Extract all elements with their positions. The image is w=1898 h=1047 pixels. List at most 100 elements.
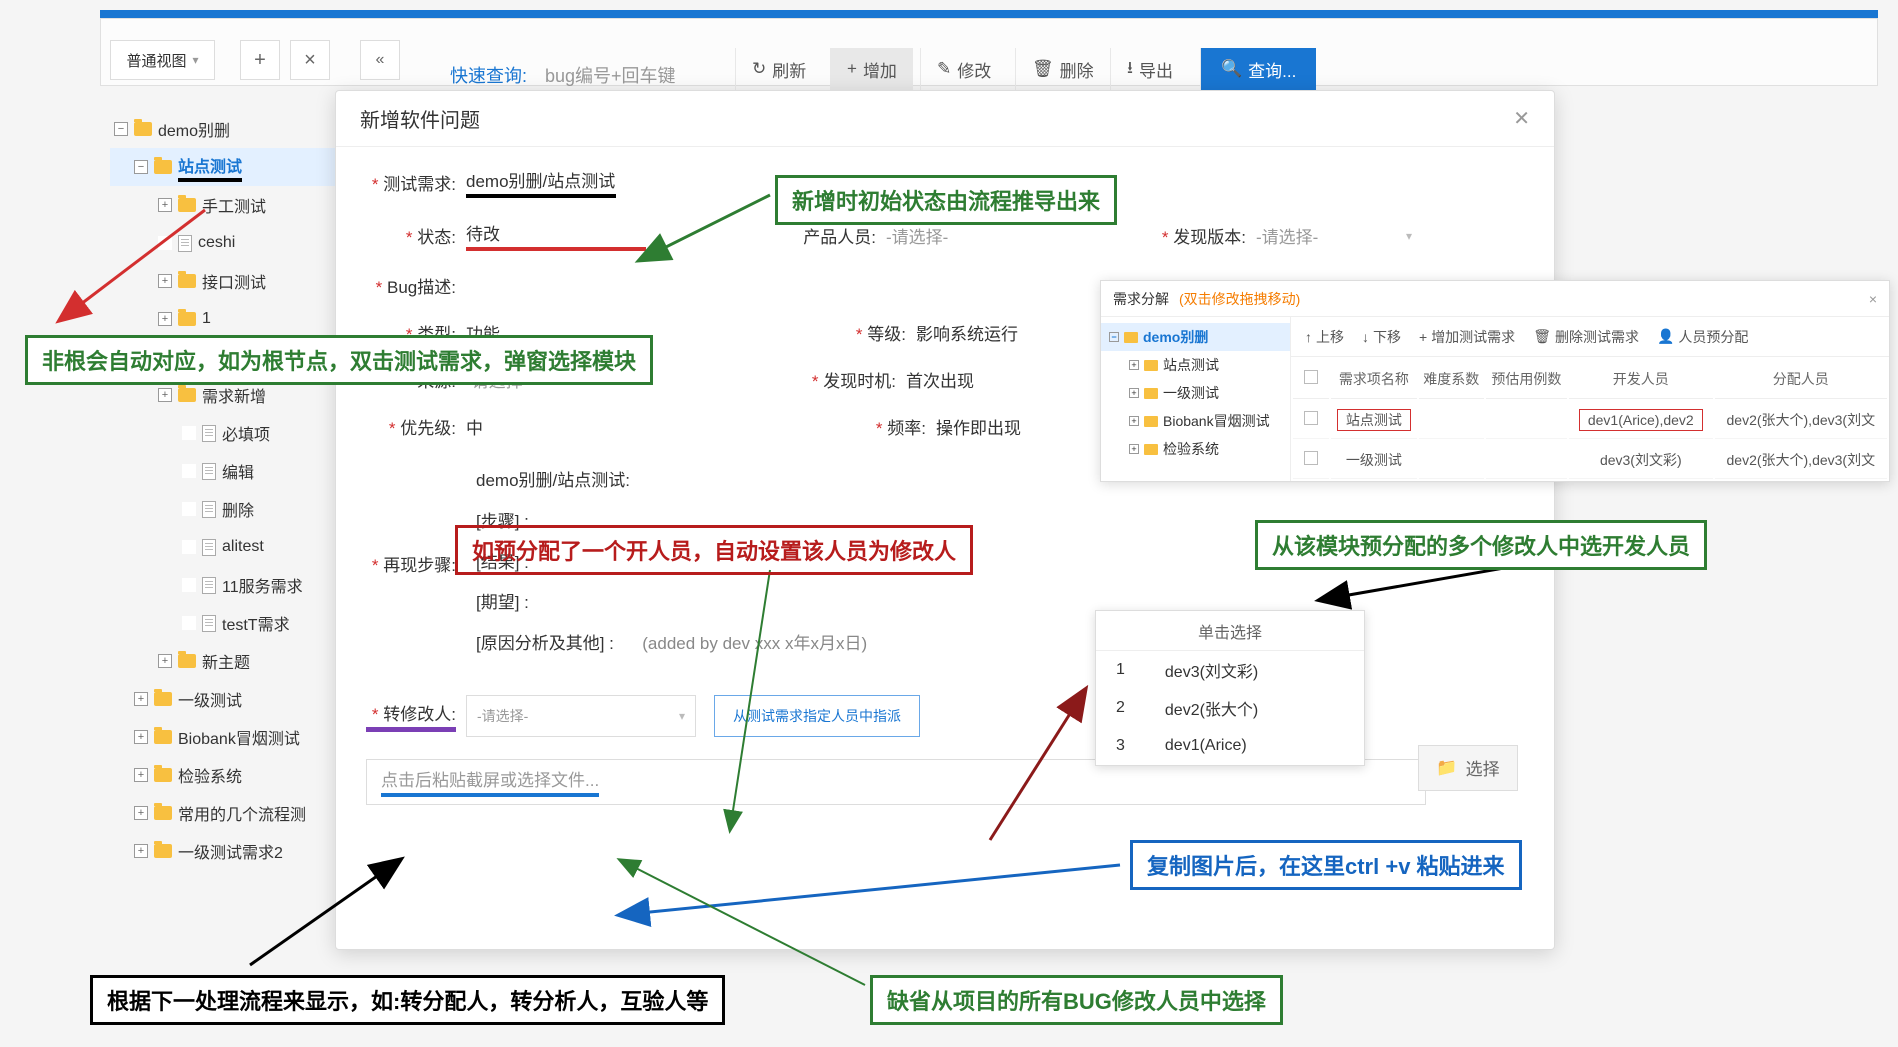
quick-search-placeholder[interactable]: bug编号+回车键 (545, 62, 676, 88)
mini-tree: −demo别删 +站点测试 +一级测试 +Biobank冒烟测试 +检验系统 (1101, 317, 1291, 481)
bug-desc-label: Bug描述: (366, 273, 456, 298)
tree-item[interactable]: alitest (110, 528, 335, 566)
folder-icon (178, 312, 196, 326)
tree-item[interactable]: +手工测试 (110, 186, 335, 224)
level-label: 等级: (846, 320, 906, 345)
collapse-icon[interactable]: − (114, 122, 128, 136)
tree-item-site-test[interactable]: −站点测试 (110, 148, 335, 186)
product-person-select[interactable]: -请选择- (886, 223, 1036, 248)
callout-auto-assign: 如预分配了一个开人员，自动设置该人员为修改人 (455, 525, 973, 575)
expand-icon[interactable]: + (134, 844, 148, 858)
callout-initial-status: 新增时初始状态由流程推导出来 (775, 175, 1117, 225)
expand-icon[interactable]: + (158, 388, 172, 402)
close-icon[interactable]: × (1869, 291, 1877, 307)
table-row[interactable]: 站点测试 dev1(Arice),dev2 dev2(张大个),dev3(刘文 (1293, 401, 1887, 439)
add-req-button[interactable]: + 增加测试需求 (1419, 327, 1515, 347)
delete-button[interactable]: 🗑删除 (1015, 48, 1110, 90)
mini-tree-item[interactable]: +检验系统 (1101, 435, 1290, 463)
document-icon (202, 425, 216, 442)
tree-item[interactable]: +一级测试 (110, 680, 335, 718)
mini-tree-root[interactable]: −demo别删 (1101, 323, 1290, 351)
checkbox-all[interactable] (1304, 370, 1318, 384)
tree-item[interactable]: +一级测试需求2 (110, 832, 335, 870)
modal-body: 测试需求: demo别删/站点测试 状态: 待改 产品人员: -请选择- 发现版… (336, 147, 1554, 825)
popup-row[interactable]: 3dev1(Arice) (1096, 727, 1364, 765)
tree-item[interactable]: +检验系统 (110, 756, 335, 794)
tree-item[interactable]: 11服务需求 (110, 566, 335, 604)
tree-item[interactable]: +Biobank冒烟测试 (110, 718, 335, 756)
pre-assign-button[interactable]: 👤 人员预分配 (1657, 327, 1748, 347)
tree-item[interactable]: +接口测试 (110, 262, 335, 300)
popup-header: 单击选择 (1096, 611, 1364, 651)
tree-root[interactable]: −demo别删 (110, 110, 335, 148)
popup-row[interactable]: 1dev3(刘文彩) (1096, 651, 1364, 689)
folder-icon (154, 806, 172, 820)
expand-icon[interactable]: + (158, 654, 172, 668)
expand-icon[interactable]: + (1129, 416, 1139, 426)
assign-select[interactable]: -请选择- ▾ (466, 695, 696, 737)
dev-cell: dev1(Arice),dev2 (1579, 409, 1703, 431)
folder-icon (154, 692, 172, 706)
level-value[interactable]: 影响系统运行 (916, 320, 1066, 345)
expand-icon[interactable]: + (1129, 388, 1139, 398)
plus-icon: + (847, 59, 857, 79)
export-button[interactable]: ⭳导出 (1110, 48, 1189, 90)
priority-value[interactable]: 中 (466, 414, 616, 439)
callout-root-node: 非根会自动对应，如为根节点，双击测试需求，弹窗选择模块 (25, 335, 653, 385)
tree-item[interactable]: +常用的几个流程测 (110, 794, 335, 832)
move-down-button[interactable]: ↓ 下移 (1362, 327, 1401, 347)
tree-item[interactable]: +1 (110, 300, 335, 338)
expand-icon[interactable]: + (134, 730, 148, 744)
freq-value[interactable]: 操作即出现 (936, 414, 1086, 439)
assign-from-requirement-link[interactable]: 从测试需求指定人员中指派 (714, 695, 920, 737)
checkbox[interactable] (1304, 451, 1318, 465)
tree-item[interactable]: testT需求 (110, 604, 335, 642)
expand-icon[interactable]: + (134, 768, 148, 782)
tree-item[interactable]: +新主题 (110, 642, 335, 680)
expand-icon[interactable]: + (134, 692, 148, 706)
expand-icon[interactable]: + (1129, 360, 1139, 370)
collapse-sidebar-button[interactable]: « (360, 40, 400, 80)
freq-label: 频率: (866, 414, 926, 439)
folder-icon (1144, 360, 1158, 371)
checkbox[interactable] (1304, 411, 1318, 425)
found-version-select[interactable]: -请选择- (1256, 223, 1406, 248)
expand-icon[interactable]: + (158, 198, 172, 212)
edit-button[interactable]: ✎修改 (920, 48, 1007, 90)
table-row[interactable]: 一级测试 dev3(刘文彩) dev2(张大个),dev3(刘文 (1293, 441, 1887, 479)
view-selector[interactable]: 普通视图 ▾ (110, 40, 215, 80)
folder-icon (154, 768, 172, 782)
tree-item[interactable]: ceshi (110, 224, 335, 262)
refresh-button[interactable]: ↻刷新 (735, 48, 822, 90)
close-tab-button[interactable]: × (290, 40, 330, 80)
req-table-area: ↑ 上移 ↓ 下移 + 增加测试需求 🗑 删除测试需求 👤 人员预分配 需求项名… (1291, 317, 1889, 481)
del-req-button[interactable]: 🗑 删除测试需求 (1533, 327, 1639, 347)
choose-file-button[interactable]: 📁 选择 (1418, 745, 1518, 791)
document-icon (202, 577, 216, 594)
steps-label: 再现步骤: (366, 551, 456, 665)
callout-next-process: 根据下一处理流程来显示，如:转分配人，转分析人，互验人等 (90, 975, 725, 1025)
tree-item[interactable]: 删除 (110, 490, 335, 528)
tree-item[interactable]: 必填项 (110, 414, 335, 452)
mini-tree-item[interactable]: +站点测试 (1101, 351, 1290, 379)
collapse-icon[interactable]: − (134, 160, 148, 174)
expand-icon[interactable]: + (134, 806, 148, 820)
move-up-button[interactable]: ↑ 上移 (1305, 327, 1344, 347)
status-value[interactable]: 待改 (466, 220, 646, 251)
found-version-label: 发现版本: (1156, 223, 1246, 248)
add-button[interactable]: +增加 (830, 48, 913, 90)
mini-tree-item[interactable]: +Biobank冒烟测试 (1101, 407, 1290, 435)
popup-row[interactable]: 2dev2(张大个) (1096, 689, 1364, 727)
folder-icon (154, 844, 172, 858)
close-icon[interactable]: ✕ (1513, 106, 1530, 131)
expand-icon[interactable]: + (1129, 444, 1139, 454)
collapse-icon[interactable]: − (1109, 332, 1119, 342)
found-time-value[interactable]: 首次出现 (906, 367, 1056, 392)
test-requirement-value[interactable]: demo别删/站点测试 (466, 167, 616, 198)
expand-icon[interactable]: + (158, 274, 172, 288)
tree-item[interactable]: 编辑 (110, 452, 335, 490)
expand-icon[interactable]: + (158, 312, 172, 326)
mini-tree-item[interactable]: +一级测试 (1101, 379, 1290, 407)
query-button[interactable]: 🔍查询... (1200, 48, 1316, 90)
add-tab-button[interactable]: + (240, 40, 280, 80)
